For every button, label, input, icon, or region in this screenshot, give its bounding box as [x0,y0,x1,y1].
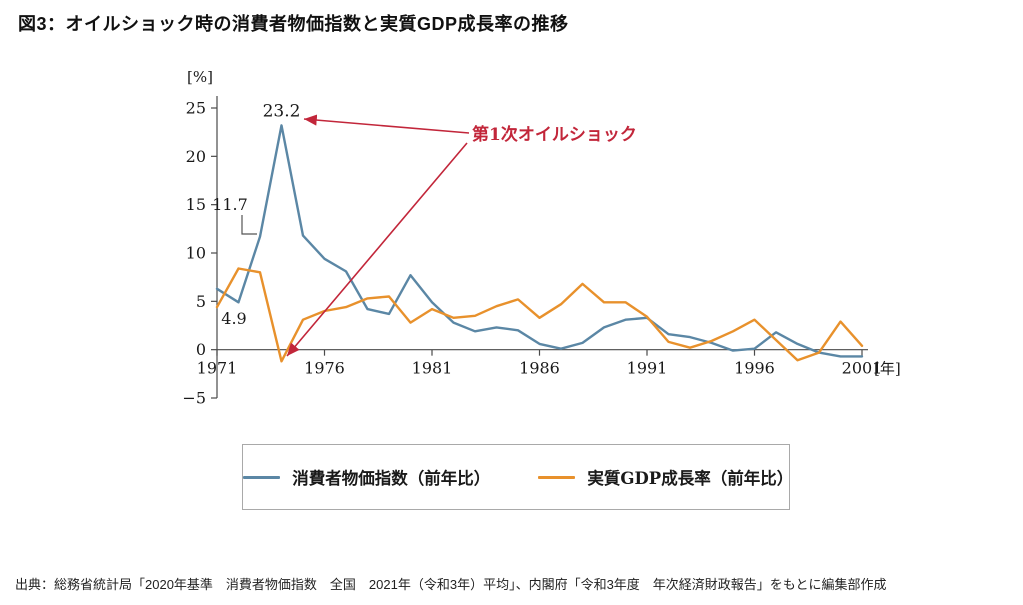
gdp-line-swatch [538,475,576,479]
x-tick-label: 1971 [197,359,238,378]
y-tick-label: 20 [186,147,206,166]
source-note: 出典：総務省統計局「2020年基準 消費者物価指数 全国 2021年（令和3年）… [15,577,887,592]
y-tick-label: 25 [186,99,206,118]
legend-label-gdp: 実質GDP成長率（前年比） [587,469,794,488]
annotation-peak-value: 23.2 [263,101,301,121]
annotation-oil-shock-label: 第1次オイルショック [472,124,637,145]
annotation-1972-value: 4.9 [221,309,246,328]
x-tick-label: 1976 [304,359,345,378]
y-tick-label: 15 [186,195,206,214]
x-tick-label: 2001 [842,359,883,378]
annotation-1973-leader [241,215,257,235]
figure-title: 図3：オイルショック時の消費者物価指数と実質GDP成長率の推移 [18,14,569,34]
y-tick-label: 0 [196,340,206,359]
legend-item-cpi: 消費者物価指数（前年比） [243,465,491,489]
oil-shock-arrow-to-gdp-dip [286,142,468,357]
chart-area: 25 20 15 10 5 0 −5 [%] 1971 1976 1981 1986 1991 1996 2… [162,58,912,418]
x-axis-unit-label: [年] [874,360,901,378]
gdp-line [215,267,864,363]
x-tick-label: 1996 [734,359,775,378]
legend-item-gdp: 実質GDP成長率（前年比） [538,465,794,489]
x-tick-label: 1986 [519,359,560,378]
cpi-line-swatch [243,475,281,479]
y-tick-label: 10 [186,244,206,263]
y-tick-label: −5 [182,389,206,408]
cpi-line [215,124,864,358]
y-tick-label: 5 [196,292,206,311]
annotation-1973-value: 11.7 [212,195,248,214]
x-tick-label: 1981 [412,359,453,378]
x-tick-label: 1991 [627,359,668,378]
legend-label-cpi: 消費者物価指数（前年比） [292,469,491,488]
legend: 消費者物価指数（前年比） 実質GDP成長率（前年比） [242,444,794,510]
oil-shock-arrow-to-peak [303,114,470,134]
y-axis-unit-label: [%] [187,68,213,86]
line-chart: 25 20 15 10 5 0 −5 [%] 1971 1976 1981 1986 1991 1996 2… [182,68,901,408]
